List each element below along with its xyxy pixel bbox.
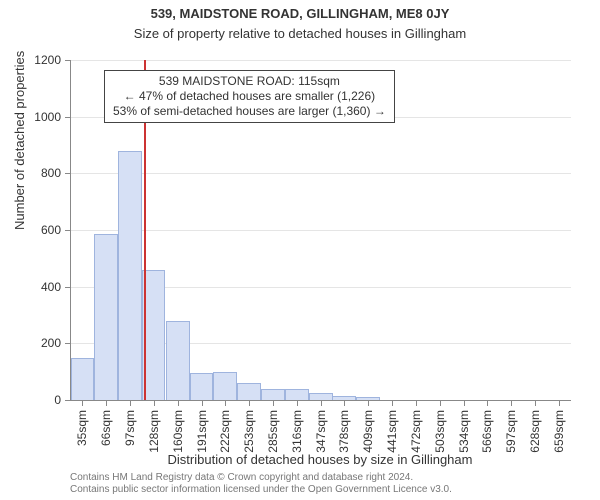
x-tick-label: 191sqm [195, 410, 209, 453]
x-tick-label: 97sqm [123, 410, 137, 446]
y-tick [65, 343, 71, 344]
histogram-bar [166, 321, 190, 400]
x-tick-label: 441sqm [385, 410, 399, 453]
x-tick [392, 400, 393, 406]
y-tick-label: 400 [11, 280, 61, 294]
x-tick [106, 400, 107, 406]
gridline [71, 173, 571, 174]
x-tick-label: 378sqm [337, 410, 351, 453]
x-tick [511, 400, 512, 406]
x-tick-label: 316sqm [290, 410, 304, 453]
histogram-bar [94, 234, 118, 400]
annotation-line-2: ← 47% of detached houses are smaller (1,… [113, 89, 386, 104]
x-tick-label: 347sqm [314, 410, 328, 453]
x-axis-label: Distribution of detached houses by size … [70, 452, 570, 467]
y-tick [65, 287, 71, 288]
annotation-line-1: 539 MAIDSTONE ROAD: 115sqm [113, 74, 386, 89]
x-tick [344, 400, 345, 406]
x-tick [178, 400, 179, 406]
y-tick-label: 200 [11, 336, 61, 350]
x-tick [487, 400, 488, 406]
y-tick-label: 600 [11, 223, 61, 237]
gridline [71, 230, 571, 231]
x-tick-label: 566sqm [480, 410, 494, 453]
x-tick [321, 400, 322, 406]
y-tick [65, 60, 71, 61]
histogram-bar [71, 358, 95, 401]
attribution-line-1: Contains HM Land Registry data © Crown c… [70, 472, 452, 484]
x-tick [249, 400, 250, 406]
x-tick [535, 400, 536, 406]
y-tick-label: 0 [11, 393, 61, 407]
annotation-box: 539 MAIDSTONE ROAD: 115sqm ← 47% of deta… [104, 70, 395, 123]
histogram-bar [309, 393, 333, 400]
x-tick-label: 160sqm [171, 410, 185, 453]
x-tick-label: 628sqm [528, 410, 542, 453]
x-tick [273, 400, 274, 406]
chart-title: 539, MAIDSTONE ROAD, GILLINGHAM, ME8 0JY [0, 6, 600, 21]
x-tick-label: 222sqm [218, 410, 232, 453]
y-tick [65, 400, 71, 401]
attribution-line-2: Contains public sector information licen… [70, 484, 452, 496]
x-tick-label: 285sqm [266, 410, 280, 453]
y-tick [65, 173, 71, 174]
y-tick-label: 800 [11, 166, 61, 180]
x-tick [225, 400, 226, 406]
x-tick [297, 400, 298, 406]
x-tick [464, 400, 465, 406]
x-tick-label: 503sqm [433, 410, 447, 453]
histogram-bar [261, 389, 285, 400]
x-tick-label: 409sqm [361, 410, 375, 453]
histogram-bar [213, 372, 237, 400]
x-tick-label: 534sqm [457, 410, 471, 453]
gridline [71, 60, 571, 61]
x-tick [82, 400, 83, 406]
chart-container: { "title": "539, MAIDSTONE ROAD, GILLING… [0, 0, 600, 500]
y-tick [65, 230, 71, 231]
x-tick-label: 472sqm [409, 410, 423, 453]
y-tick-label: 1200 [11, 53, 61, 67]
x-tick [154, 400, 155, 406]
y-axis-label: Number of detached properties [12, 51, 27, 230]
histogram-bar [190, 373, 214, 400]
x-tick [559, 400, 560, 406]
histogram-bar [118, 151, 142, 400]
annotation-line-3: 53% of semi-detached houses are larger (… [113, 104, 386, 119]
x-tick-label: 253sqm [242, 410, 256, 453]
x-tick-label: 128sqm [147, 410, 161, 453]
chart-subtitle: Size of property relative to detached ho… [0, 26, 600, 41]
x-tick [440, 400, 441, 406]
x-tick [368, 400, 369, 406]
y-tick-label: 1000 [11, 110, 61, 124]
x-tick [202, 400, 203, 406]
histogram-bar [237, 383, 261, 400]
x-tick-label: 66sqm [99, 410, 113, 446]
x-tick [416, 400, 417, 406]
histogram-bar [285, 389, 309, 400]
x-tick [130, 400, 131, 406]
y-tick [65, 117, 71, 118]
attribution-text: Contains HM Land Registry data © Crown c… [70, 472, 452, 495]
x-tick-label: 597sqm [504, 410, 518, 453]
x-tick-label: 35sqm [75, 410, 89, 446]
x-tick-label: 659sqm [552, 410, 566, 453]
